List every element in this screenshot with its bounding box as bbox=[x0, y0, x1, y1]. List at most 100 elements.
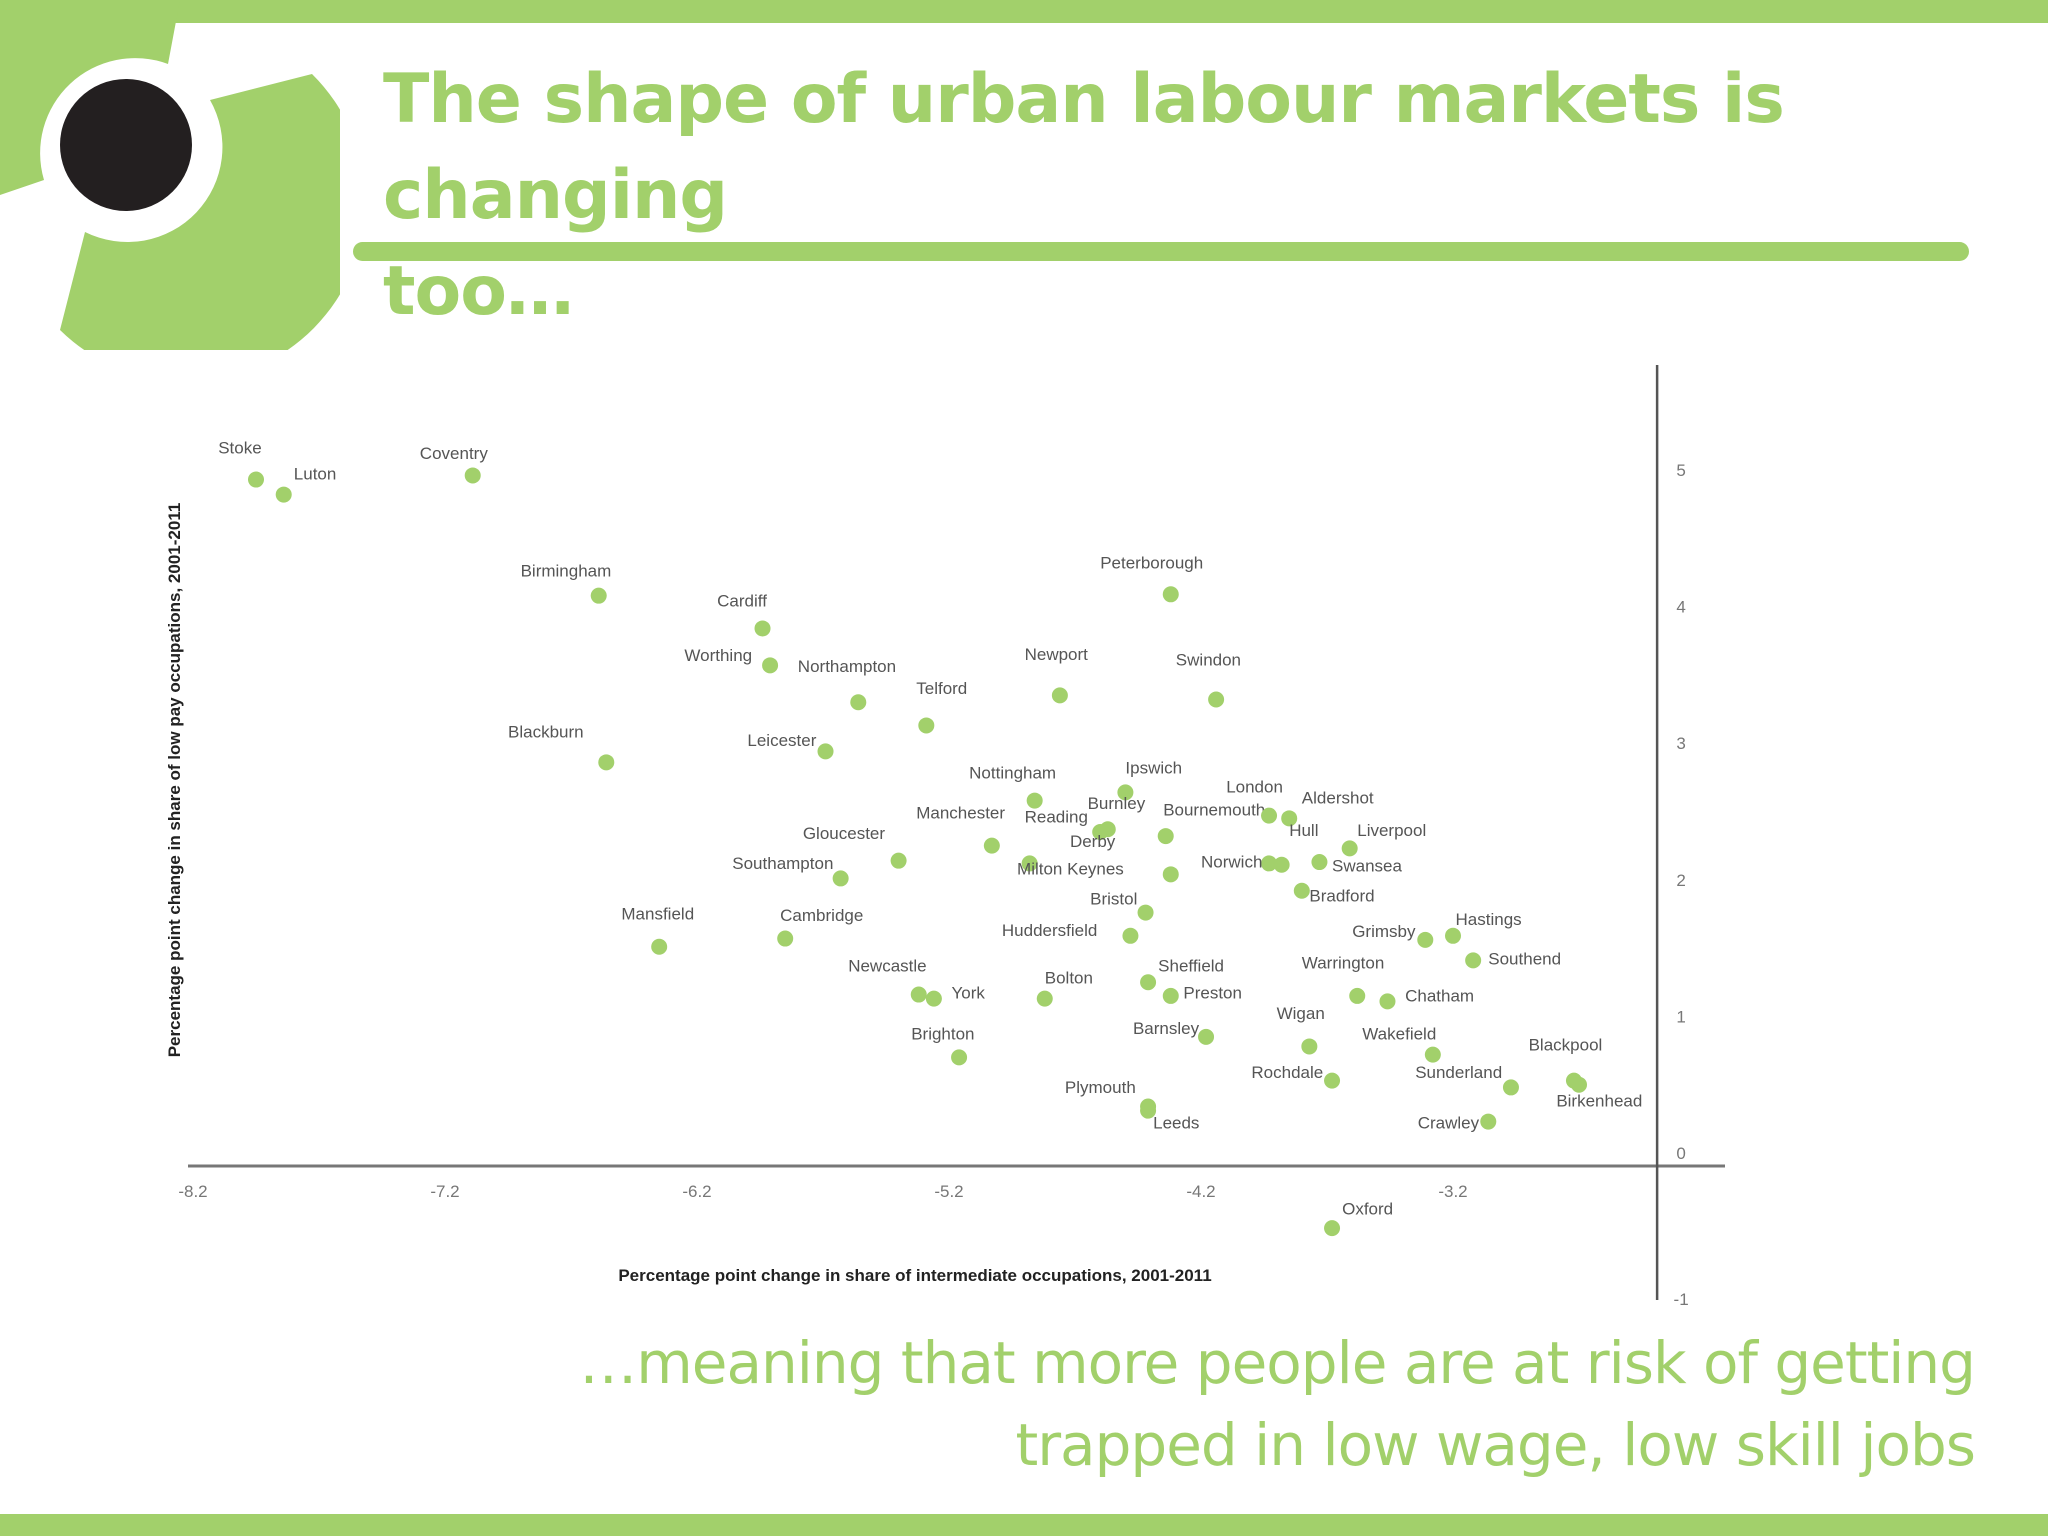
data-point: Bolton bbox=[1036, 969, 1093, 1007]
point-label: Preston bbox=[1183, 984, 1242, 1003]
point-marker bbox=[850, 694, 867, 711]
logo-arc bbox=[60, 74, 340, 350]
point-label: Bolton bbox=[1045, 969, 1093, 988]
point-label: Crawley bbox=[1418, 1113, 1480, 1132]
title-line-1: The shape of urban labour markets is cha… bbox=[383, 60, 1785, 235]
data-point: Peterborough bbox=[1100, 553, 1203, 603]
point-label: Grimsby bbox=[1352, 922, 1416, 941]
point-marker bbox=[1162, 987, 1179, 1004]
point-label: Bournemouth bbox=[1163, 801, 1265, 820]
point-label: Newport bbox=[1025, 645, 1089, 664]
data-point: Birmingham bbox=[521, 562, 612, 604]
point-marker bbox=[925, 990, 942, 1007]
point-label: Wigan bbox=[1277, 1004, 1325, 1023]
y-tick-label: 0 bbox=[1676, 1144, 1685, 1163]
data-point: Rochdale bbox=[1251, 1063, 1341, 1089]
data-point: Worthing bbox=[684, 646, 779, 674]
x-tick-label: -5.2 bbox=[934, 1182, 963, 1201]
point-marker bbox=[1465, 952, 1482, 969]
point-marker bbox=[590, 587, 607, 604]
data-point: Swansea bbox=[1311, 854, 1403, 876]
data-point: Preston bbox=[1162, 984, 1242, 1004]
point-label: Coventry bbox=[420, 444, 489, 463]
point-label: Aldershot bbox=[1302, 788, 1374, 807]
point-marker bbox=[762, 657, 779, 674]
data-point: Leeds bbox=[1140, 1102, 1199, 1132]
chart-points: Stoke Luton Coventry Birmingham Cardiff Worth… bbox=[218, 439, 1642, 1237]
point-marker bbox=[1417, 931, 1434, 948]
point-label: Bradford bbox=[1309, 887, 1374, 906]
point-marker bbox=[1157, 828, 1174, 845]
data-point: Sunderland bbox=[1415, 1063, 1519, 1096]
point-label: Worthing bbox=[684, 646, 752, 665]
point-label: Wakefield bbox=[1362, 1025, 1436, 1044]
data-point: Aldershot bbox=[1281, 788, 1374, 827]
data-point: Reading bbox=[1025, 807, 1109, 840]
point-marker bbox=[1379, 993, 1396, 1010]
point-label: Reading bbox=[1025, 807, 1088, 826]
point-marker bbox=[1122, 927, 1139, 944]
point-marker bbox=[1571, 1076, 1587, 1093]
data-point: Wigan bbox=[1277, 1004, 1325, 1055]
point-marker bbox=[1480, 1113, 1497, 1130]
point-label: Sheffield bbox=[1158, 956, 1224, 975]
point-marker bbox=[1324, 1220, 1341, 1237]
data-point: Bournemouth bbox=[1157, 801, 1265, 845]
data-point: Bristol bbox=[1090, 889, 1154, 921]
point-marker bbox=[951, 1049, 968, 1066]
point-label: Swindon bbox=[1176, 650, 1241, 669]
data-point: Blackburn bbox=[508, 723, 615, 771]
x-tick-label: -6.2 bbox=[682, 1182, 711, 1201]
point-marker bbox=[832, 870, 849, 887]
y-tick-label: 3 bbox=[1676, 734, 1685, 753]
data-point: London bbox=[1226, 777, 1283, 824]
point-marker bbox=[464, 467, 481, 484]
point-marker bbox=[918, 717, 935, 734]
point-marker bbox=[910, 986, 927, 1003]
point-label: Norwich bbox=[1201, 853, 1262, 872]
point-marker bbox=[1261, 855, 1278, 872]
data-point: Leicester bbox=[747, 731, 834, 760]
point-label: Milton Keynes bbox=[1017, 859, 1124, 878]
data-point: Gloucester bbox=[803, 824, 907, 869]
caption-line-1: …meaning that more people are at risk of… bbox=[579, 1329, 1976, 1397]
data-point: Birkenhead bbox=[1556, 1076, 1642, 1111]
data-point: Mansfield bbox=[621, 904, 694, 955]
point-label: Chatham bbox=[1405, 986, 1474, 1005]
logo-left-wedge bbox=[0, 0, 180, 195]
data-point: Barnsley bbox=[1133, 1019, 1215, 1045]
point-label: Barnsley bbox=[1133, 1019, 1200, 1038]
y-tick-label: 5 bbox=[1676, 461, 1685, 480]
data-point: Luton bbox=[275, 465, 336, 503]
data-point: Cambridge bbox=[777, 906, 863, 947]
data-point: Bradford bbox=[1293, 882, 1375, 906]
point-marker bbox=[817, 743, 834, 760]
point-marker bbox=[1208, 691, 1225, 708]
point-label: Peterborough bbox=[1100, 553, 1203, 572]
point-marker bbox=[1051, 687, 1068, 704]
point-label: Cardiff bbox=[717, 592, 767, 611]
point-label: Nottingham bbox=[969, 764, 1056, 783]
data-point: Chatham bbox=[1379, 986, 1474, 1010]
point-marker bbox=[275, 486, 292, 503]
caption-line-2: trapped in low wage, low skill jobs bbox=[1015, 1411, 1976, 1479]
x-tick-label: -8.2 bbox=[178, 1182, 207, 1201]
data-point: Southampton bbox=[732, 854, 849, 887]
y-tick-label: -1 bbox=[1674, 1290, 1689, 1309]
data-point: Liverpool bbox=[1341, 821, 1426, 857]
point-label: Birmingham bbox=[521, 562, 612, 581]
point-marker bbox=[1445, 927, 1461, 944]
data-point: Hull bbox=[1273, 821, 1318, 873]
point-label: Bristol bbox=[1090, 889, 1137, 908]
data-point: Sheffield bbox=[1140, 956, 1224, 991]
point-label: Manchester bbox=[916, 803, 1005, 822]
data-point: Stoke bbox=[218, 439, 264, 488]
point-marker bbox=[1293, 882, 1310, 899]
data-point: Milton Keynes bbox=[1017, 859, 1179, 883]
point-marker bbox=[1349, 987, 1366, 1004]
point-label: Leeds bbox=[1153, 1113, 1199, 1132]
data-point: Ipswich bbox=[1117, 758, 1182, 801]
point-marker bbox=[1261, 807, 1278, 824]
point-marker bbox=[1311, 854, 1328, 871]
